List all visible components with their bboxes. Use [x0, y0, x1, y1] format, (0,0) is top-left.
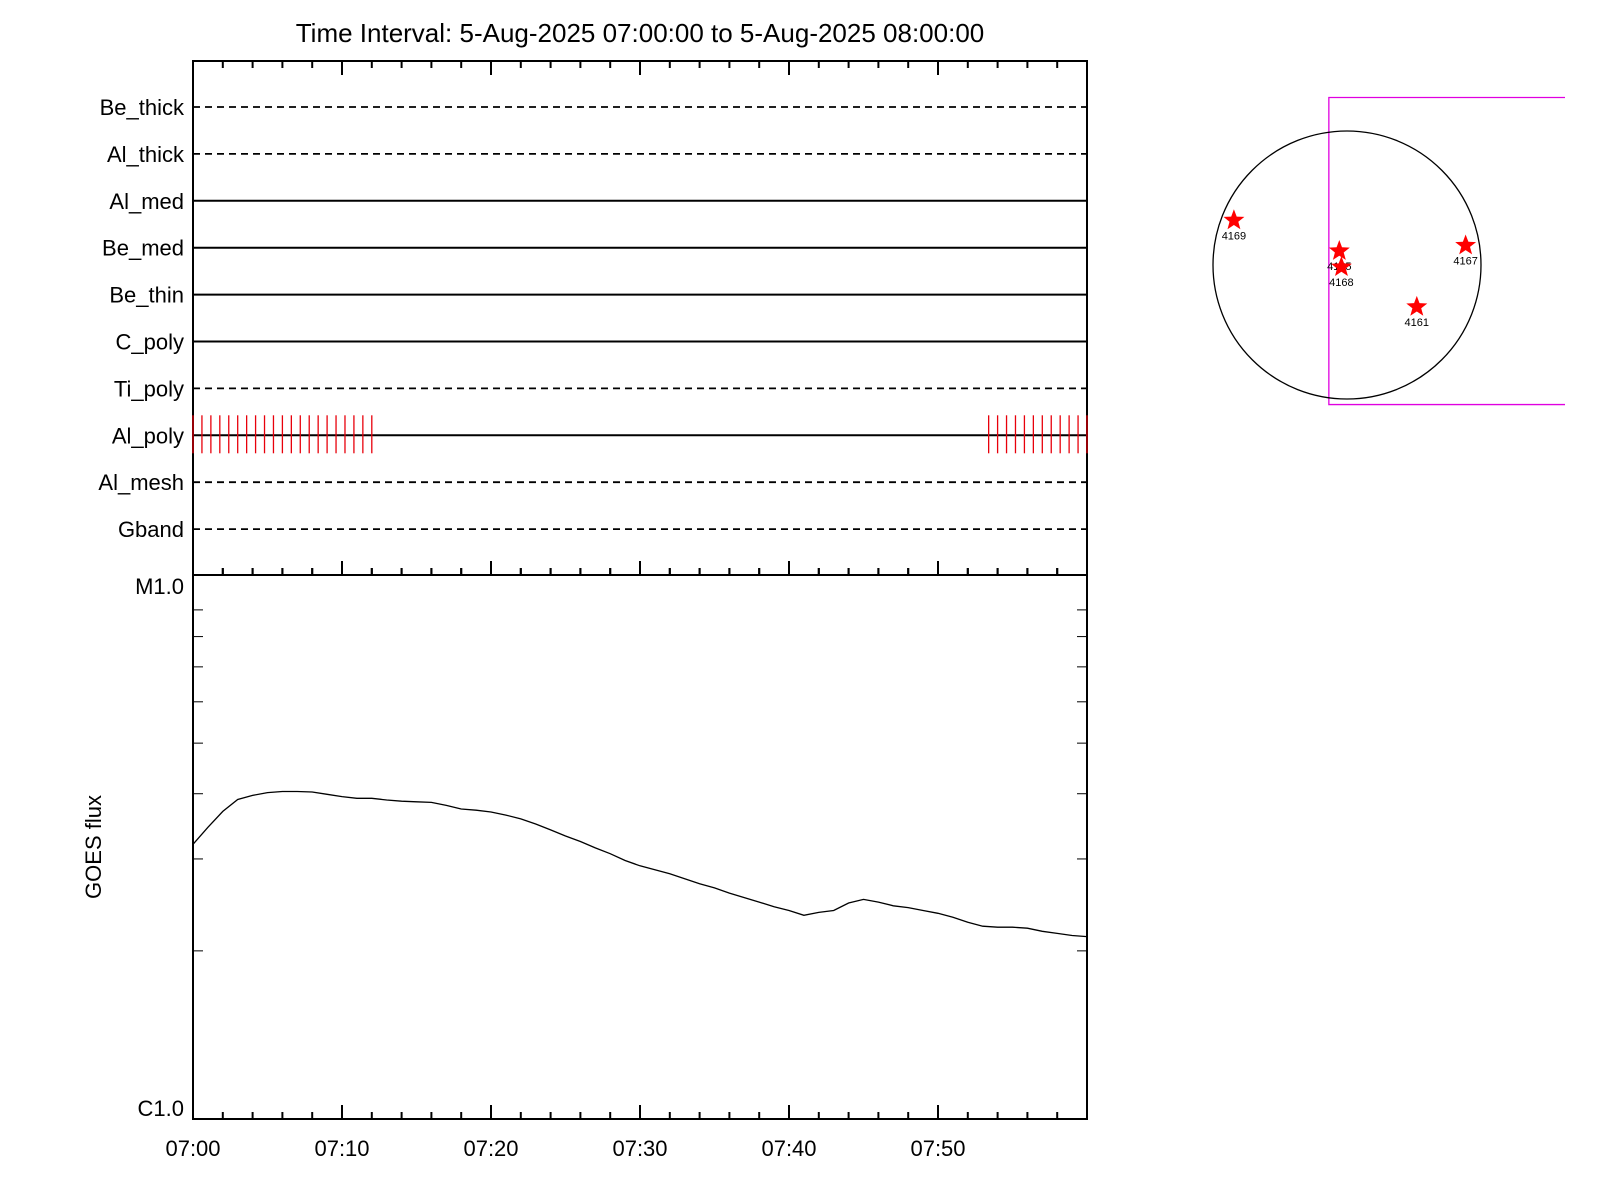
channel-label-al-med: Al_med — [109, 189, 184, 214]
y-axis-label: GOES flux — [81, 795, 106, 899]
channel-label-al-mesh: Al_mesh — [98, 470, 184, 495]
goes-flux-panel: 07:00 07:10 07:20 07:30 07:40 07:50 M1.0 C1.0 GO… — [81, 561, 1088, 1161]
goes-frame — [192, 574, 1088, 1120]
plot-title: Time Interval: 5-Aug-2025 07:00:00 to 5-… — [296, 18, 985, 48]
field-of-view-box — [1328, 96, 1565, 406]
channel-label-be-med: Be_med — [102, 236, 184, 261]
goes-flux-line — [192, 790, 1088, 938]
active-region-label: 4169 — [1222, 230, 1246, 242]
active-region-star — [1406, 295, 1428, 316]
timeline-frame — [192, 60, 1088, 576]
active-region-star — [1328, 240, 1350, 260]
channel-label-c-poly: C_poly — [116, 330, 184, 355]
channel-label-be-thin: Be_thin — [109, 283, 184, 308]
x-tick-label: 07:50 — [910, 1136, 965, 1161]
channel-label-ti-poly: Ti_poly — [114, 376, 184, 401]
solar-disk-map: 41694165416841674161 — [1212, 96, 1565, 406]
active-region-star — [1223, 209, 1245, 230]
channel-label-al-thick: Al_thick — [107, 142, 185, 167]
channel-label-gband: Gband — [118, 517, 184, 542]
channel-label-be-thick: Be_thick — [100, 95, 185, 120]
x-tick-label: 07:30 — [612, 1136, 667, 1161]
active-region-label: 4161 — [1405, 317, 1429, 329]
x-tick-label: 07:40 — [761, 1136, 816, 1161]
y-tick-label: C1.0 — [138, 1096, 184, 1121]
solar-limb — [1212, 130, 1482, 400]
x-tick-label: 07:00 — [165, 1136, 220, 1161]
channel-timeline-panel: Be_thick Al_thick Al_med Be_med Be_thin C_pol… — [98, 60, 1088, 576]
active-region-label: 4168 — [1329, 277, 1353, 289]
active-region-label: 4167 — [1453, 255, 1477, 267]
active-region-star — [1331, 256, 1352, 276]
active-region-star — [1455, 234, 1477, 255]
x-tick-label: 07:10 — [314, 1136, 369, 1161]
y-tick-label: M1.0 — [135, 574, 184, 599]
channel-label-al-poly: Al_poly — [112, 423, 184, 448]
x-tick-label: 07:20 — [463, 1136, 518, 1161]
